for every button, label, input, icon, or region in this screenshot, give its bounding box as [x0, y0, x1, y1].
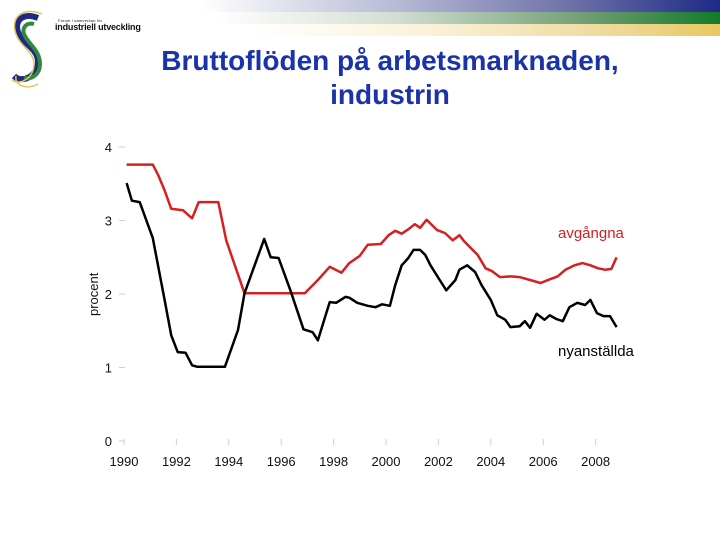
x-tick-label: 2004	[476, 454, 505, 469]
series-label: nyanställda	[558, 343, 635, 360]
y-tick-label: 1	[105, 361, 112, 376]
y-axis-title: procent	[86, 272, 101, 316]
x-tick-label: 1998	[319, 454, 348, 469]
chart-series	[125, 163, 618, 369]
series-label: avgångna	[558, 225, 625, 242]
y-tick-label: 0	[105, 434, 112, 449]
series-labels: avgångna nyanställda	[558, 225, 635, 360]
header-stripe-blue	[0, 0, 720, 12]
logo-emblem-icon	[11, 10, 43, 88]
y-axis: 0 1 2 3 4	[105, 140, 125, 449]
x-axis: 1990 1992 1994 1996 1998 2000 2002 2004 2006 2008	[110, 439, 610, 469]
x-tick-label: 2000	[372, 454, 401, 469]
organization-logo: Forum i samverkan för industriell utveck…	[8, 4, 141, 94]
logo-small-text: Forum i samverkan för	[58, 18, 103, 23]
header-stripe-yellow	[0, 24, 720, 36]
logo-main-text: industriell utveckling	[55, 22, 141, 32]
x-tick-label: 1996	[267, 454, 296, 469]
y-tick-label: 2	[105, 287, 112, 302]
title-line-1: Bruttoflöden på arbetsmarknaden,	[161, 45, 619, 76]
title-line-2: industrin	[330, 79, 450, 110]
header-stripe-green	[0, 12, 720, 24]
x-tick-label: 1992	[162, 454, 191, 469]
x-tick-label: 2002	[424, 454, 453, 469]
series-line	[125, 182, 618, 369]
y-tick-label: 3	[105, 214, 112, 229]
x-tick-label: 1994	[214, 454, 243, 469]
series-line	[126, 163, 618, 295]
page-title: Bruttoflöden på arbetsmarknaden, industr…	[100, 44, 680, 112]
x-tick-label: 1990	[110, 454, 139, 469]
x-tick-label: 2006	[529, 454, 558, 469]
y-tick-label: 4	[105, 140, 112, 155]
x-tick-label: 2008	[581, 454, 610, 469]
